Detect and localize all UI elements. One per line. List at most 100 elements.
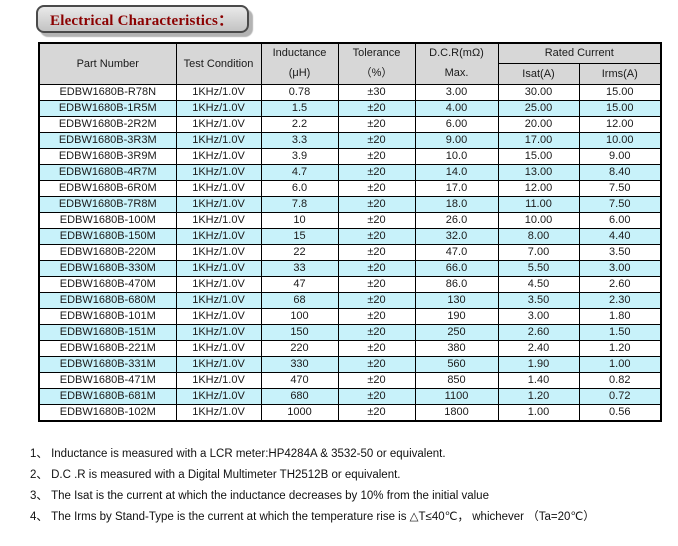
inductance-cell: 15	[260, 227, 339, 245]
tolerance-cell: ±20	[337, 323, 416, 341]
tolerance-cell: ±20	[337, 291, 416, 309]
inductance-cell: 47	[260, 275, 339, 293]
part-number-cell: EDBW1680B-6R0M	[38, 179, 177, 197]
footnote-4: 4、 The Irms by Stand-Type is the current…	[30, 511, 595, 523]
isat-cell: 2.60	[497, 323, 580, 341]
test-condition-cell: 1KHz/1.0V	[175, 227, 262, 245]
isat-cell: 4.50	[497, 275, 580, 293]
inductance-cell: 0.78	[260, 83, 339, 101]
table-row: EDBW1680B-220M 1KHz/1.0V 22 ±20 47.0 7.00 3.50	[38, 243, 662, 261]
inductance-cell: 3.9	[260, 147, 339, 165]
tolerance-cell: ±20	[337, 355, 416, 373]
isat-cell: 13.00	[497, 163, 580, 181]
irms-cell: 3.00	[578, 259, 662, 277]
isat-cell: 1.40	[497, 371, 580, 389]
inductance-cell: 33	[260, 259, 339, 277]
test-condition-cell: 1KHz/1.0V	[175, 307, 262, 325]
dcr-cell: 4.00	[414, 99, 499, 117]
irms-cell: 0.82	[578, 371, 662, 389]
footnote-3: 3、 The Isat is the current at which the …	[30, 490, 489, 502]
part-number-cell: EDBW1680B-330M	[38, 259, 177, 277]
irms-cell: 4.40	[578, 227, 662, 245]
dcr-cell: 86.0	[414, 275, 499, 293]
table-row: EDBW1680B-1R5M 1KHz/1.0V 1.5 ±20 4.00 25.00 15…	[38, 99, 662, 117]
test-condition-cell: 1KHz/1.0V	[175, 275, 262, 293]
dcr-cell: 14.0	[414, 163, 499, 181]
dcr-cell: 18.0	[414, 195, 499, 213]
inductance-cell: 4.7	[260, 163, 339, 181]
test-condition-cell: 1KHz/1.0V	[175, 355, 262, 373]
inductance-cell: 150	[260, 323, 339, 341]
tolerance-cell: ±20	[337, 195, 416, 213]
tolerance-cell: ±20	[337, 307, 416, 325]
test-condition-cell: 1KHz/1.0V	[175, 179, 262, 197]
tolerance-cell: ±20	[337, 163, 416, 181]
isat-cell: 2.40	[497, 339, 580, 357]
irms-cell: 2.30	[578, 291, 662, 309]
isat-cell: 20.00	[497, 115, 580, 133]
header-inductance-line1: Inductance	[272, 47, 327, 59]
header-dcr: D.C.R(mΩ) Max.	[414, 42, 499, 85]
tolerance-cell: ±20	[337, 259, 416, 277]
dcr-cell: 6.00	[414, 115, 499, 133]
part-number-cell: EDBW1680B-100M	[38, 211, 177, 229]
part-number-cell: EDBW1680B-470M	[38, 275, 177, 293]
irms-cell: 10.00	[578, 131, 662, 149]
tolerance-cell: ±20	[337, 339, 416, 357]
tolerance-cell: ±20	[337, 387, 416, 405]
isat-cell: 1.00	[497, 403, 580, 422]
dcr-cell: 560	[414, 355, 499, 373]
isat-cell: 3.00	[497, 307, 580, 325]
part-number-cell: EDBW1680B-150M	[38, 227, 177, 245]
header-tolerance-line2: （%）	[360, 66, 393, 79]
irms-cell: 1.80	[578, 307, 662, 325]
irms-cell: 7.50	[578, 179, 662, 197]
dcr-cell: 190	[414, 307, 499, 325]
tolerance-cell: ±20	[337, 243, 416, 261]
irms-cell: 8.40	[578, 163, 662, 181]
part-number-cell: EDBW1680B-1R5M	[38, 99, 177, 117]
isat-cell: 11.00	[497, 195, 580, 213]
inductance-cell: 3.3	[260, 131, 339, 149]
isat-cell: 12.00	[497, 179, 580, 197]
dcr-cell: 1800	[414, 403, 499, 422]
isat-cell: 1.20	[497, 387, 580, 405]
isat-cell: 10.00	[497, 211, 580, 229]
tolerance-cell: ±30	[337, 83, 416, 101]
dcr-cell: 850	[414, 371, 499, 389]
isat-cell: 17.00	[497, 131, 580, 149]
dcr-cell: 3.00	[414, 83, 499, 101]
table-row: EDBW1680B-R78N 1KHz/1.0V 0.78 ±30 3.00 30.00 1…	[38, 83, 662, 101]
header-tolerance: Tolerance （%）	[337, 42, 416, 85]
table-row: EDBW1680B-3R3M 1KHz/1.0V 3.3 ±20 9.00 17.00 10…	[38, 131, 662, 149]
isat-cell: 30.00	[497, 83, 580, 101]
table-row: EDBW1680B-2R2M 1KHz/1.0V 2.2 ±20 6.00 20.00 12…	[38, 115, 662, 133]
table-row: EDBW1680B-681M 1KHz/1.0V 680 ±20 1100 1.20 0.7…	[38, 387, 662, 405]
table-row: EDBW1680B-3R9M 1KHz/1.0V 3.9 ±20 10.0 15.00 9.…	[38, 147, 662, 165]
table-row: EDBW1680B-331M 1KHz/1.0V 330 ±20 560 1.90 1.00	[38, 355, 662, 373]
dcr-cell: 10.0	[414, 147, 499, 165]
part-number-cell: EDBW1680B-7R8M	[38, 195, 177, 213]
irms-cell: 1.50	[578, 323, 662, 341]
isat-cell: 3.50	[497, 291, 580, 309]
table-row: EDBW1680B-471M 1KHz/1.0V 470 ±20 850 1.40 0.82	[38, 371, 662, 389]
table-row: EDBW1680B-470M 1KHz/1.0V 47 ±20 86.0 4.50 2.60	[38, 275, 662, 293]
part-number-cell: EDBW1680B-4R7M	[38, 163, 177, 181]
dcr-cell: 9.00	[414, 131, 499, 149]
part-number-cell: EDBW1680B-681M	[38, 387, 177, 405]
table-row: EDBW1680B-101M 1KHz/1.0V 100 ±20 190 3.00 1.80	[38, 307, 662, 325]
page-title: Electrical Characteristics：	[50, 12, 234, 29]
header-dcr-line1: D.C.R(mΩ)	[429, 47, 484, 59]
irms-cell: 0.72	[578, 387, 662, 405]
test-condition-cell: 1KHz/1.0V	[175, 403, 262, 422]
test-condition-cell: 1KHz/1.0V	[175, 163, 262, 181]
part-number-cell: EDBW1680B-102M	[38, 403, 177, 422]
inductance-cell: 68	[260, 291, 339, 309]
table-row: EDBW1680B-4R7M 1KHz/1.0V 4.7 ±20 14.0 13.00 8.…	[38, 163, 662, 181]
section-title-plaque: Electrical Characteristics：	[36, 5, 250, 33]
test-condition-cell: 1KHz/1.0V	[175, 371, 262, 389]
table-row: EDBW1680B-7R8M 1KHz/1.0V 7.8 ±20 18.0 11.00 7.…	[38, 195, 662, 213]
irms-cell: 9.00	[578, 147, 662, 165]
irms-cell: 3.50	[578, 243, 662, 261]
